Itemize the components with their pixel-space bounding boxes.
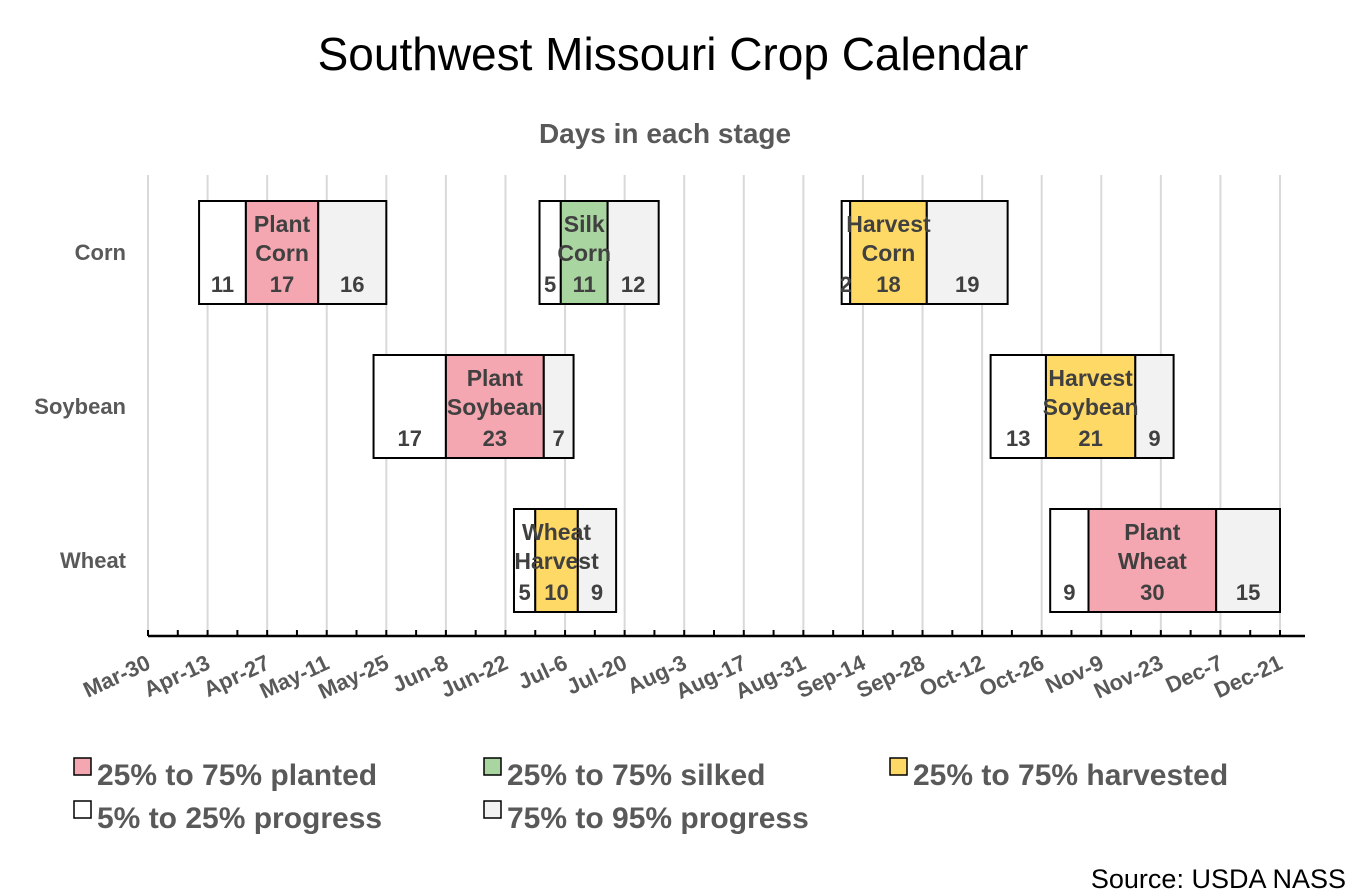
segment-days-label: 9 — [591, 580, 603, 605]
x-tick-label: Sep-28 — [853, 650, 929, 703]
segment-days-label: 11 — [573, 272, 596, 297]
bar-segment-late-progress — [606, 200, 660, 305]
x-tick-label: Jul-6 — [514, 650, 571, 694]
bar-segment-mid-progress — [444, 354, 545, 459]
bar-segment-mid-progress — [1044, 354, 1137, 459]
legend-label: 5% to 25% progress — [97, 802, 382, 835]
stage-bar-soybean-planted: 17 23 7 Plant Soybean — [372, 354, 575, 459]
bar-segment-mid-progress — [559, 200, 609, 305]
bar-segment-late-progress — [317, 200, 388, 305]
x-tick-label: Apr-13 — [140, 650, 214, 702]
stage-label: Harvest — [846, 211, 931, 237]
stage-bar-corn-silked: 5 11 12 Silk Corn — [538, 200, 660, 305]
source-note: Source: USDA NASS — [1091, 864, 1346, 889]
legend-item-early: 5% to 25% progress — [73, 800, 382, 835]
x-tick-label: Nov-23 — [1090, 650, 1167, 704]
segment-days-label: 15 — [1236, 580, 1260, 605]
stage-bar-wheat-harvested: 5 10 9 Wheat Harvest — [512, 508, 618, 613]
x-axis: Mar-30Apr-13Apr-27May-11May-25Jun-8Jun-2… — [79, 630, 1305, 704]
category-label-wheat: Wheat — [60, 548, 127, 573]
segment-days-label: 7 — [553, 426, 565, 451]
stage-label: Soybean — [447, 394, 543, 420]
segment-days-label: 18 — [876, 272, 900, 297]
segment-days-label: 21 — [1078, 426, 1102, 451]
legend-item-harvested: 25% to 75% harvested — [889, 757, 1228, 792]
legend-item-silked: 25% to 75% silked — [483, 757, 765, 792]
stage-bar-corn-harvested: 2 18 19 Harvest Corn — [840, 200, 1009, 305]
bar-segment-late-progress — [1134, 354, 1175, 459]
bar-segment-late-progress — [1215, 508, 1281, 613]
stage-label: Harvest — [1048, 365, 1133, 391]
stage-label: Corn — [557, 240, 611, 266]
chart-title: Southwest Missouri Crop Calendar — [318, 28, 1029, 80]
legend-swatch — [483, 757, 502, 776]
bar-segment-mid-progress — [1087, 508, 1218, 613]
legend-label: 25% to 75% planted — [97, 759, 377, 792]
y-axis-labels: Corn Soybean Wheat — [34, 240, 126, 573]
segment-days-label: 13 — [1006, 426, 1030, 451]
x-tick-label: Jul-20 — [563, 650, 631, 700]
stage-label: Wheat — [1118, 548, 1187, 574]
x-tick-label: Jun-22 — [437, 650, 512, 703]
legend-swatch — [483, 800, 502, 819]
stage-label: Harvest — [514, 548, 599, 574]
segment-days-label: 12 — [621, 272, 645, 297]
bar-segment-late-progress — [925, 200, 1009, 305]
segment-days-label: 11 — [211, 272, 234, 297]
legend: 25% to 75% planted 25% to 75% silked 25% t… — [73, 757, 1228, 835]
stage-label: Corn — [255, 240, 309, 266]
stage-bar-corn-planted: 11 17 16 Plant Corn — [198, 200, 388, 305]
bar-segment-early-progress — [372, 354, 447, 459]
x-tick-label: Oct-12 — [916, 650, 989, 702]
x-tick-label: Sep-14 — [793, 650, 870, 703]
bar-segment-mid-progress — [849, 200, 928, 305]
bar-segment-late-progress — [542, 354, 575, 459]
stage-label: Corn — [862, 240, 916, 266]
stage-label: Wheat — [522, 519, 591, 545]
stage-label: Plant — [1124, 519, 1181, 545]
segment-days-label: 17 — [270, 272, 294, 297]
x-tick-label: Oct-26 — [975, 650, 1048, 702]
bar-segment-late-progress — [576, 508, 618, 613]
segment-days-label: 16 — [340, 272, 364, 297]
segment-days-label: 2 — [840, 272, 852, 297]
category-label-soybean: Soybean — [34, 394, 126, 419]
chart-subtitle: Days in each stage — [539, 118, 791, 149]
legend-label: 75% to 95% progress — [507, 802, 809, 835]
legend-swatch — [889, 757, 908, 776]
legend-item-late: 75% to 95% progress — [483, 800, 809, 835]
stage-bar-soybean-harvested: 13 21 9 Harvest Soybean — [989, 354, 1175, 459]
category-label-corn: Corn — [75, 240, 126, 265]
stage-bar-wheat-planted: 9 30 15 Plant Wheat — [1049, 508, 1281, 613]
x-tick-label: Mar-30 — [79, 650, 154, 703]
stage-label: Soybean — [1043, 394, 1139, 420]
stage-label: Plant — [467, 365, 524, 391]
legend-item-planted: 25% to 75% planted — [73, 757, 377, 792]
segment-days-label: 9 — [1148, 426, 1160, 451]
stage-label: Plant — [254, 211, 311, 237]
segment-days-label: 5 — [518, 580, 530, 605]
x-tick-label: Dec-21 — [1210, 650, 1286, 703]
segment-days-label: 19 — [955, 272, 979, 297]
legend-label: 25% to 75% silked — [507, 759, 765, 792]
segment-days-label: 30 — [1140, 580, 1164, 605]
stage-label: Silk — [564, 211, 605, 237]
legend-swatch — [73, 800, 92, 819]
segment-days-label: 10 — [544, 580, 568, 605]
segment-days-label: 23 — [483, 426, 507, 451]
segment-days-label: 9 — [1063, 580, 1075, 605]
legend-label: 25% to 75% harvested — [913, 759, 1228, 792]
legend-swatch — [73, 757, 92, 776]
segment-days-label: 5 — [544, 272, 556, 297]
segment-days-label: 17 — [397, 426, 421, 451]
